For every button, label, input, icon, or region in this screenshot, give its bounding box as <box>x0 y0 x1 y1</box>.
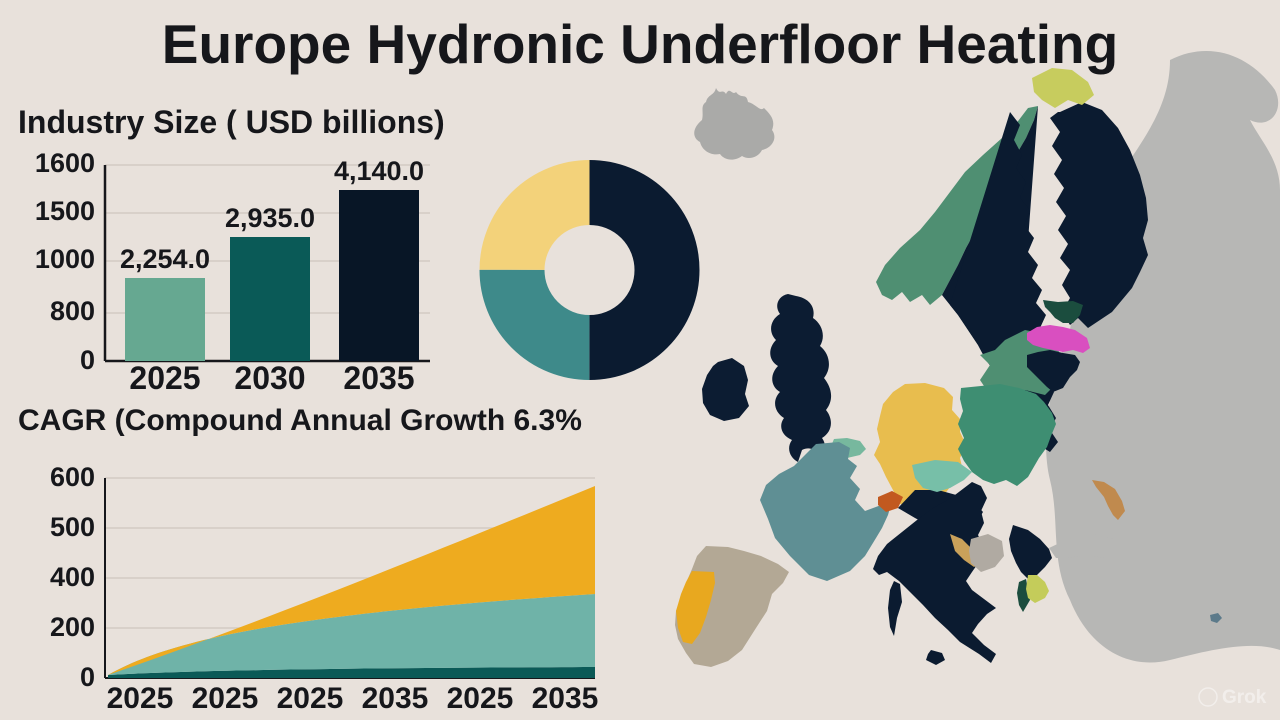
svg-text:2025: 2025 <box>277 682 344 715</box>
svg-text:500: 500 <box>50 512 95 542</box>
svg-text:2025: 2025 <box>447 682 514 715</box>
svg-text:2030: 2030 <box>234 360 305 396</box>
svg-text:2035: 2035 <box>532 682 599 715</box>
svg-text:2025: 2025 <box>192 682 259 715</box>
svg-text:2,935.0: 2,935.0 <box>225 203 315 233</box>
svg-text:2,254.0: 2,254.0 <box>120 244 210 274</box>
svg-text:1600: 1600 <box>35 148 95 178</box>
svg-text:2025: 2025 <box>129 360 200 396</box>
svg-text:2025: 2025 <box>107 682 174 715</box>
svg-text:1500: 1500 <box>35 196 95 226</box>
svg-text:400: 400 <box>50 562 95 592</box>
svg-text:2035: 2035 <box>362 682 429 715</box>
svg-text:4,140.0: 4,140.0 <box>334 156 424 186</box>
svg-text:200: 200 <box>50 612 95 642</box>
svg-text:Grok: Grok <box>1222 687 1267 708</box>
svg-text:1000: 1000 <box>35 244 95 274</box>
svg-text:2035: 2035 <box>343 360 414 396</box>
svg-text:0: 0 <box>80 345 95 375</box>
svg-text:0: 0 <box>80 662 95 692</box>
svg-text:800: 800 <box>50 296 95 326</box>
svg-text:600: 600 <box>50 462 95 492</box>
